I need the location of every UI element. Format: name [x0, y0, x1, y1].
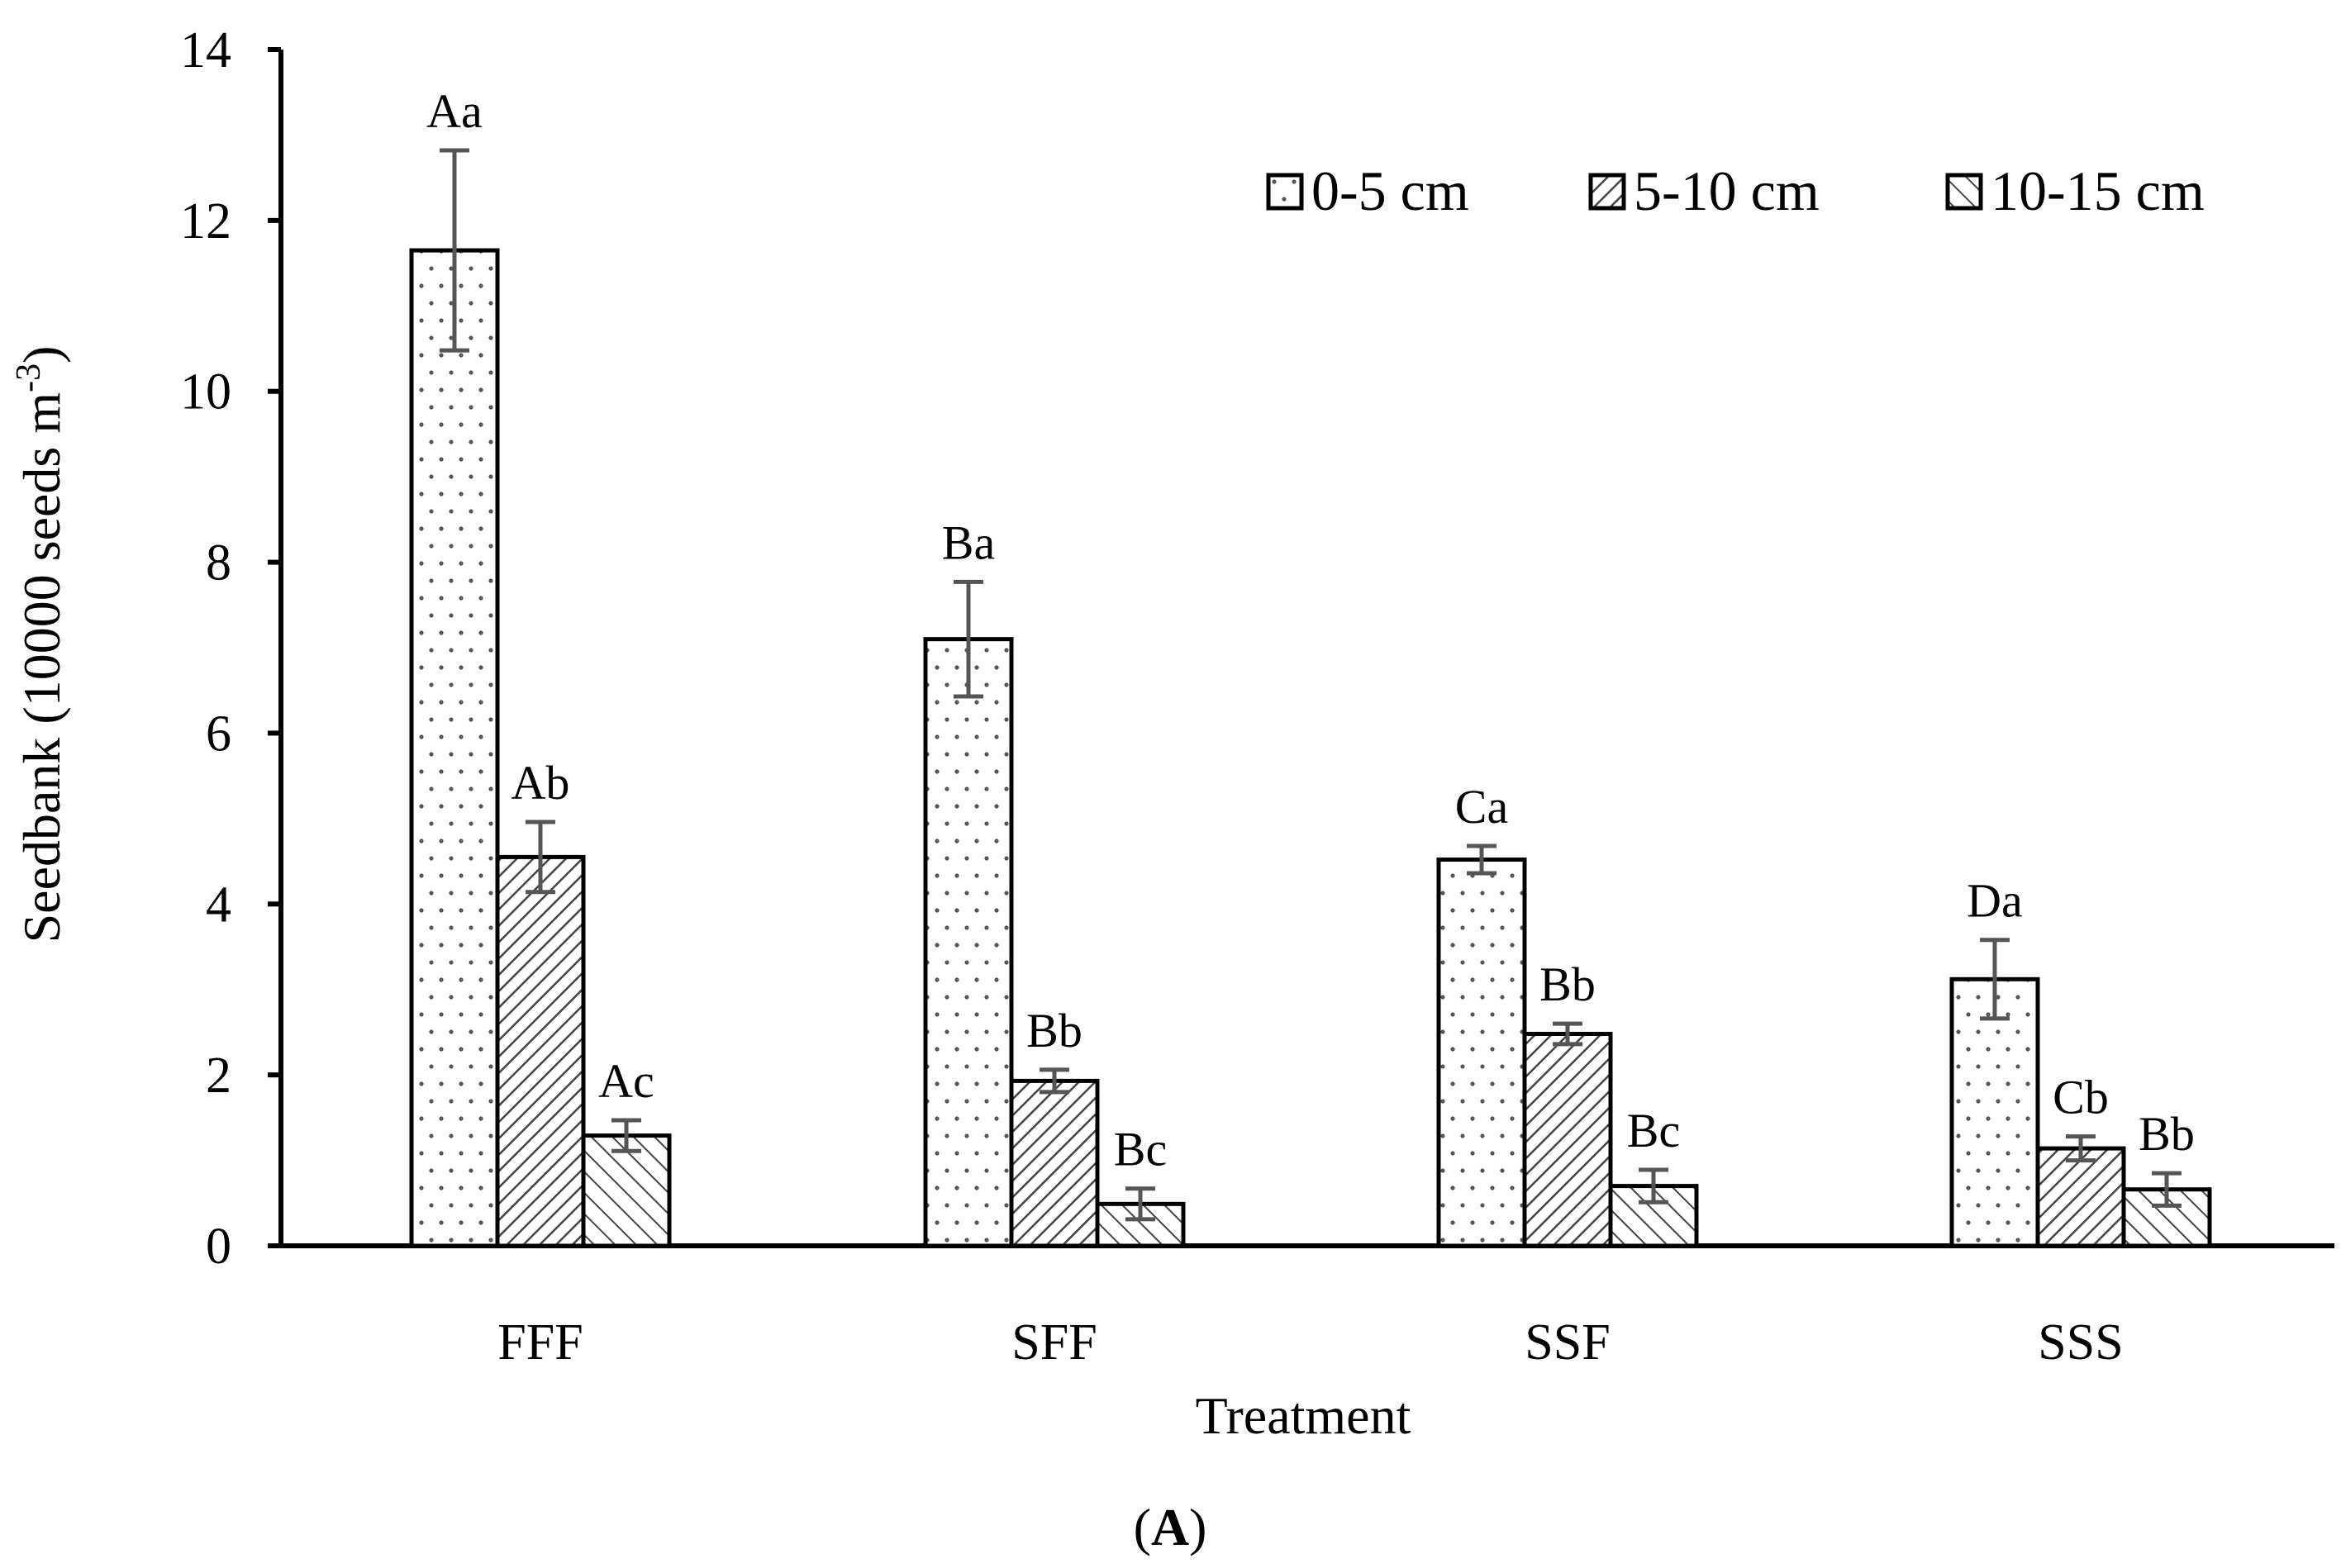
error-bar-group: [440, 148, 2182, 1222]
legend-label: 10-15 cm: [1991, 159, 2205, 222]
legend-label: 0-5 cm: [1311, 159, 1469, 222]
significance-label: Da: [1967, 874, 2023, 928]
significance-label: Ba: [942, 516, 995, 569]
x-category-label: SSF: [1525, 1314, 1610, 1371]
significance-label: Bb: [1026, 1004, 1082, 1057]
x-category-label: SSS: [2038, 1314, 2123, 1371]
bar-SSF-0-5cm: [1436, 858, 1527, 1248]
bar-FFF-0-5cm: [409, 248, 500, 1248]
bar-SSF-5-10cm: [1522, 1031, 1613, 1248]
significance-label-group: Aa Ab Ac Ba Bb Bc Ca Bb Bc Da Cb Bb: [426, 84, 2195, 1176]
panel-label: (A): [1134, 1498, 1207, 1556]
y-axis-title: Seedbank (10000 seeds m-3): [10, 346, 71, 943]
legend-label: 5-10 cm: [1634, 159, 1820, 222]
significance-label: Ab: [511, 756, 570, 810]
x-axis-category-labels: FFF SFF SSF SSS: [497, 1314, 2123, 1371]
legend-swatch-0-5cm: [1266, 173, 1304, 211]
bar-SSS-5-10cm: [2035, 1146, 2126, 1248]
y-tick-label: 2: [206, 1048, 231, 1104]
bar-series-group: [409, 248, 2212, 1248]
bar-SFF-5-10cm: [1009, 1078, 1100, 1248]
y-tick-label: 12: [180, 193, 231, 249]
y-tick-label: 4: [206, 877, 231, 933]
legend-swatch-5-10cm: [1588, 173, 1626, 211]
bar-FFF-5-10cm: [495, 854, 586, 1248]
bar-SFF-0-5cm: [923, 637, 1014, 1248]
y-tick-label: 6: [206, 706, 231, 762]
significance-label: Ac: [598, 1054, 654, 1108]
bar-SSS-0-5cm: [1949, 976, 2040, 1248]
x-axis-title: Treatment: [1196, 1386, 1411, 1445]
significance-label: Bb: [1539, 957, 1596, 1011]
y-tick-label: 8: [206, 535, 231, 592]
legend: 0-5 cm 5-10 cm 10-15 cm: [1266, 159, 2205, 222]
x-category-label: SFF: [1011, 1314, 1097, 1371]
legend-swatch-10-15cm: [1945, 173, 1983, 211]
y-axis-ticks: 0 2 4 6 8 10 12 14: [180, 22, 281, 1275]
significance-label: Bb: [2139, 1107, 2195, 1161]
bar-SSF-10-15cm: [1608, 1184, 1699, 1248]
significance-label: Ca: [1455, 780, 1508, 834]
significance-label: Bc: [1627, 1104, 1680, 1157]
y-tick-label: 14: [180, 22, 231, 78]
significance-label: Cb: [2053, 1071, 2109, 1124]
y-tick-label: 0: [206, 1219, 231, 1275]
y-tick-label: 10: [180, 364, 231, 421]
significance-label: Aa: [426, 84, 483, 138]
x-category-label: FFF: [497, 1314, 583, 1371]
significance-label: Bc: [1114, 1123, 1167, 1176]
